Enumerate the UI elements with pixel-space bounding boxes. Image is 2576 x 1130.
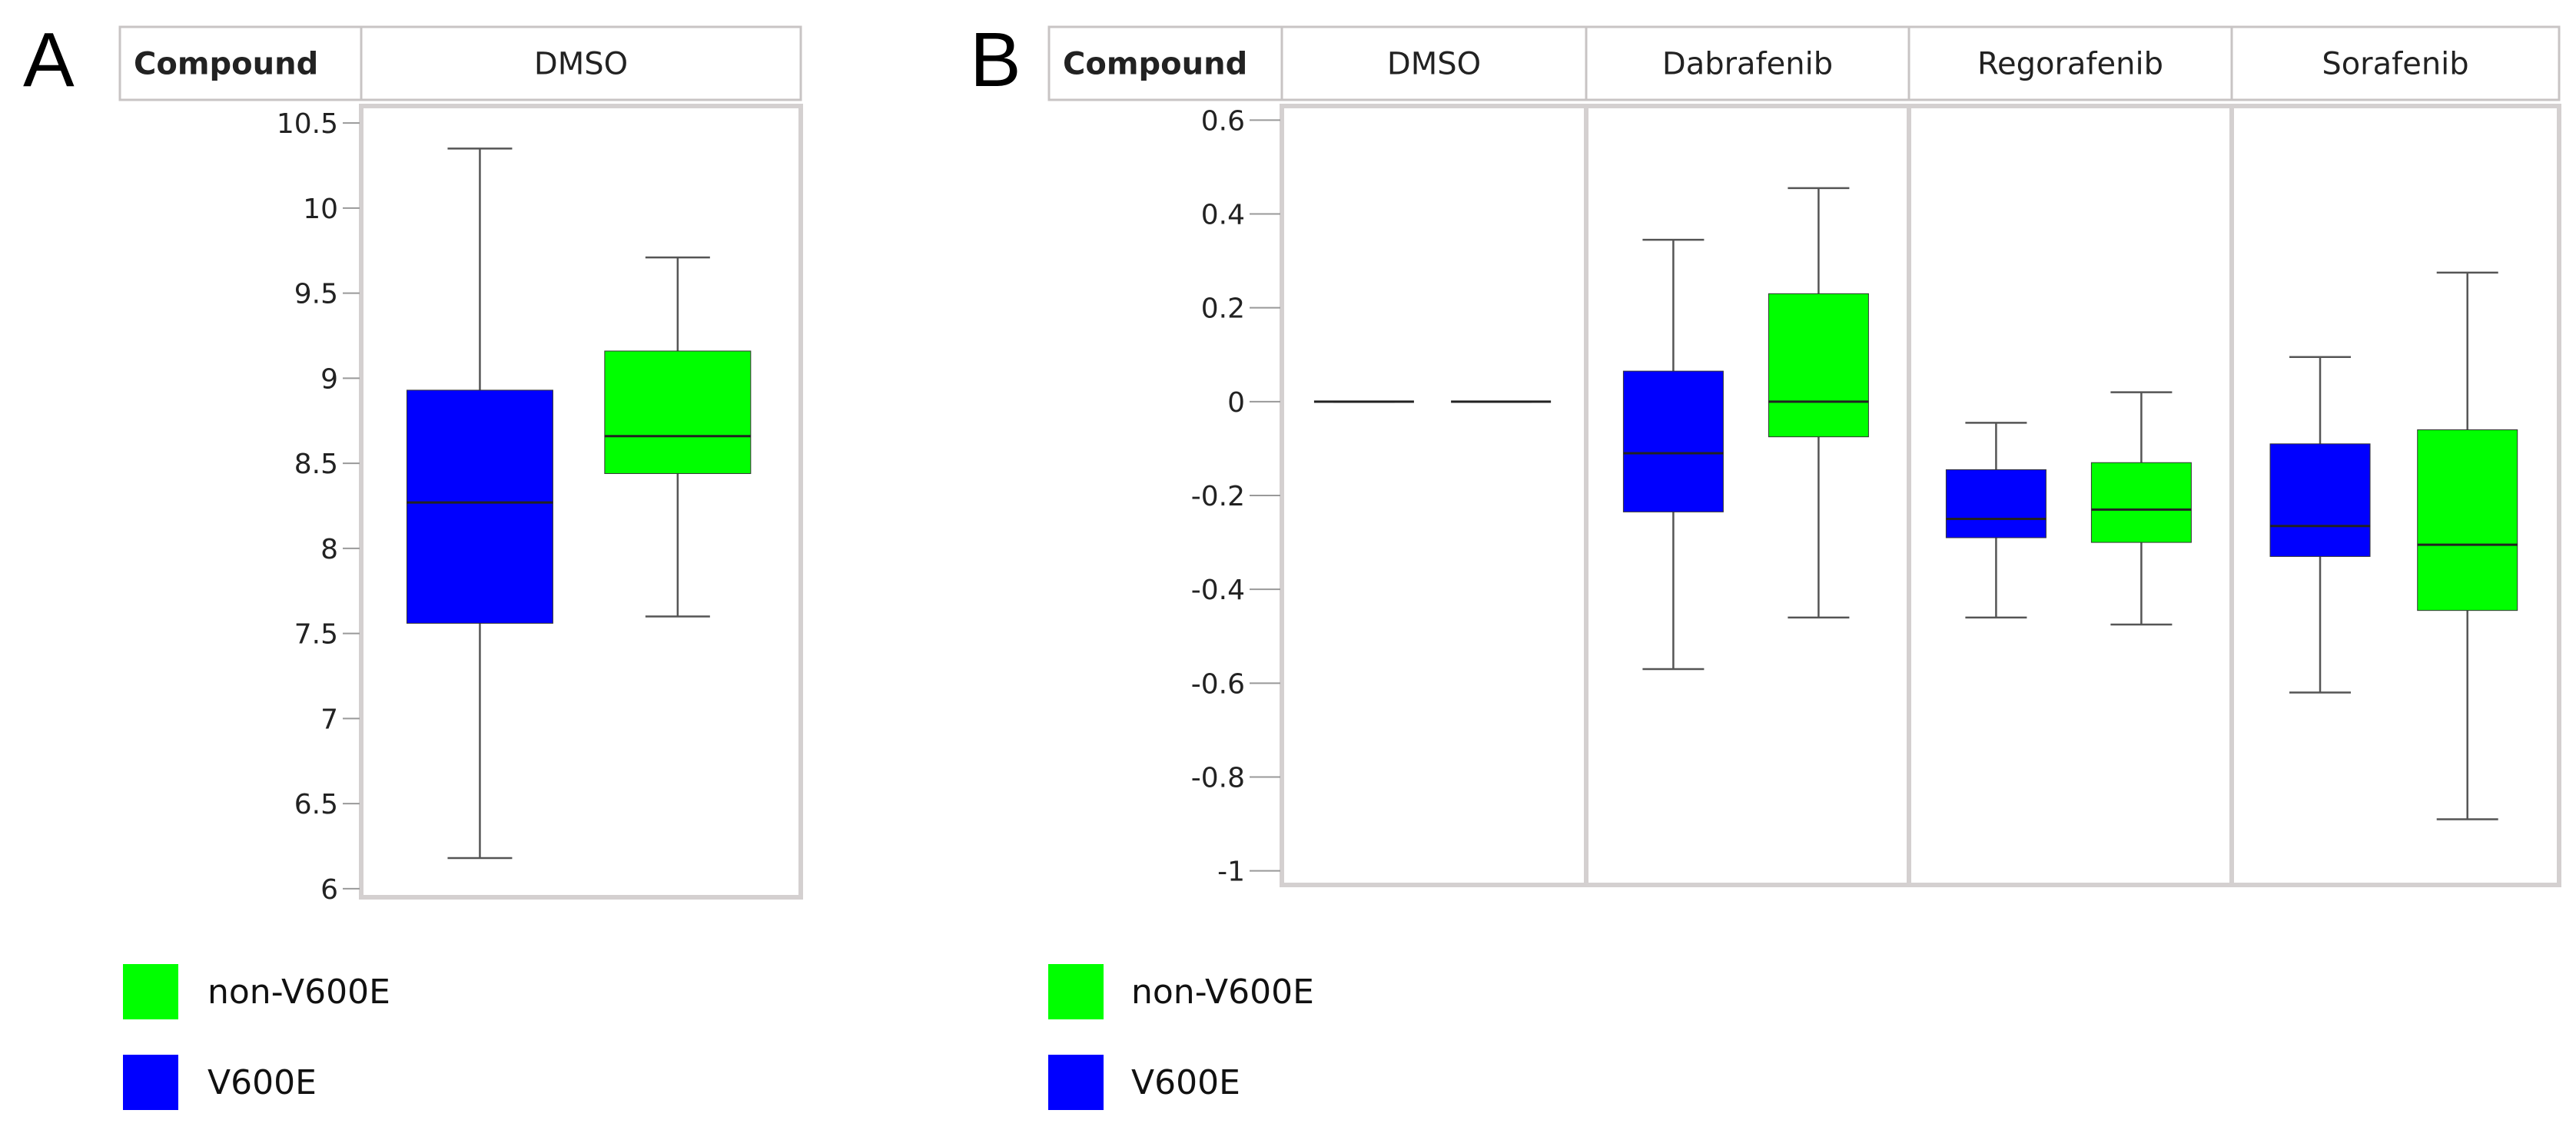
y-tick-label: 8.5 [294,449,338,480]
facet-label-sorafenib: Sorafenib [2322,47,2468,82]
panel-label: A [23,17,75,103]
legend-swatch-non-v600e [1048,964,1104,1019]
box-non-v600e-regorafenib [2090,462,2192,543]
facet-label-dmso: DMSO [534,47,628,82]
legend-label-v600e: V600E [1131,1063,1240,1102]
panel-b-boxplot: B Compound DMSO Dabrafenib Regorafenib Sorafe… [970,17,2561,1110]
facet-header-regorafenib [1907,25,2233,101]
y-tick-label: 0.6 [1201,105,1245,137]
facet-header-dmso [360,25,802,101]
panel-label: B [970,17,1021,103]
y-tick-label: 0.2 [1201,293,1245,325]
facet-header-label-cell [118,25,363,101]
legend-swatch-non-v600e [123,964,178,1019]
y-tick-label: -0.6 [1191,668,1245,700]
facet-header-sorafenib [2230,25,2561,101]
panel-a-boxplot: A Compound DMSO 6 6.5 7 7.5 8 8.5 9 9.5 10 10.5 non-V… [23,17,803,1110]
box-non-v600e-dabrafenib [1768,293,1869,438]
box-v600e-regorafenib [1945,469,2047,538]
y-tick-label: 10 [303,194,338,225]
y-tick-label: -0.2 [1191,481,1245,512]
legend-swatch-v600e [1048,1055,1104,1110]
y-tick-label: 7.5 [294,619,338,651]
plot-frame [1280,104,2561,887]
box-v600e-sorafenib [2269,443,2371,557]
legend-label-non-v600e: non-V600E [1131,973,1314,1012]
legend-swatch-v600e [123,1055,178,1110]
facet-label-dmso: DMSO [1387,47,1481,82]
y-tick-label: 9.5 [294,279,338,310]
y-tick-label: -0.8 [1191,763,1245,794]
facet-header-dabrafenib [1585,25,1910,101]
legend-label-non-v600e: non-V600E [207,973,390,1012]
facet-header-label: Compound [134,47,318,82]
box-v600e-dmso [406,389,553,624]
y-tick-label: 6.5 [294,789,338,820]
y-tick-label: 9 [320,363,338,395]
y-tick-label: -1 [1217,857,1245,888]
box-non-v600e-dmso [604,350,752,474]
box-non-v600e-sorafenib [2417,429,2518,611]
facet-label-regorafenib: Regorafenib [1977,47,2163,82]
facet-label-dabrafenib: Dabrafenib [1662,47,1833,82]
y-tick-label: 6 [320,874,338,906]
legend-label-v600e: V600E [207,1063,317,1102]
box-v600e-dabrafenib [1622,370,1724,512]
y-tick-label: 0.4 [1201,199,1245,230]
y-tick-label: -0.4 [1191,575,1245,606]
y-tick-label: 0 [1227,387,1245,419]
y-tick-label: 8 [320,534,338,565]
y-tick-label: 7 [320,704,338,735]
y-tick-label: 10.5 [277,108,338,140]
plot-frame [359,104,803,900]
facet-header-label: Compound [1063,47,1247,82]
